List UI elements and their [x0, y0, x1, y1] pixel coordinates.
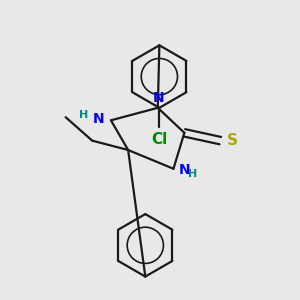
- Text: N: N: [153, 91, 164, 105]
- Text: N: N: [179, 163, 191, 177]
- Text: S: S: [227, 133, 238, 148]
- Text: N: N: [93, 112, 105, 126]
- Text: H: H: [188, 169, 198, 179]
- Text: Cl: Cl: [151, 132, 167, 147]
- Text: H: H: [79, 110, 88, 120]
